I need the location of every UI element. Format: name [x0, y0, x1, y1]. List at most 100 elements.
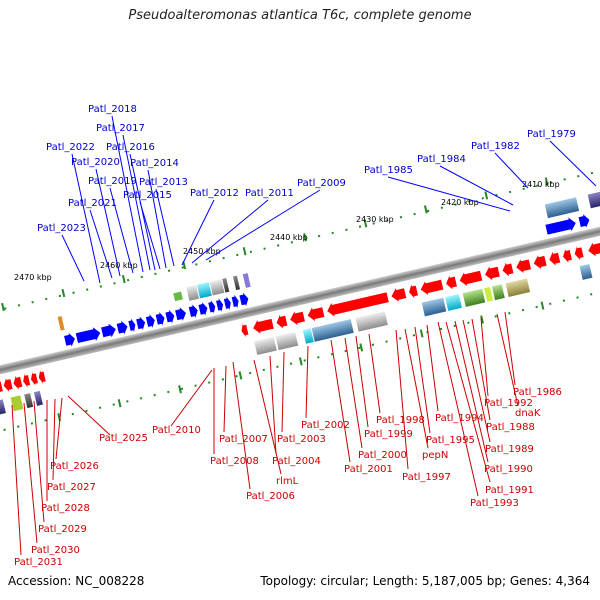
reverse-gene-arrow	[409, 284, 418, 299]
forward-gene-arrow	[175, 307, 186, 321]
reverse-callout-line	[454, 320, 489, 463]
reverse-gene-label: Patl_2028	[41, 503, 90, 514]
forward-callout-line	[549, 140, 597, 187]
reverse-gene-label: Patl_2029	[38, 524, 87, 535]
reverse-gene-label: Patl_2027	[47, 482, 96, 493]
forward-gene-label: Patl_1985	[364, 165, 413, 176]
major-tick	[61, 288, 66, 298]
reverse-callout-line	[437, 321, 479, 497]
reverse-gene-label: Patl_1989	[485, 444, 534, 455]
reverse-gene-label: Patl_2026	[50, 461, 99, 472]
reverse-gene-label: pepN	[422, 450, 448, 461]
reverse-gene-arrow	[13, 375, 23, 390]
forward-gene-label: Patl_2019	[88, 176, 137, 187]
reverse-gene-label: Patl_1998	[376, 415, 425, 426]
reverse-callout-line	[52, 398, 56, 481]
reverse-callout-line	[232, 361, 251, 490]
reverse-gene-arrow	[574, 246, 584, 260]
forward-callout-line	[89, 209, 113, 279]
cog-block	[421, 297, 447, 317]
chromosome-backbone	[0, 210, 600, 386]
major-tick	[303, 233, 307, 242]
reverse-callout-line	[55, 397, 63, 460]
forward-callout-line	[191, 199, 269, 264]
forward-gene-arrow	[165, 309, 175, 324]
forward-callout-line	[95, 168, 121, 277]
reverse-gene-label: Patl_2030	[31, 545, 80, 556]
forward-gene-arrow	[75, 327, 101, 344]
reverse-callout-line	[170, 369, 213, 427]
major-tick	[238, 371, 243, 380]
reverse-gene-arrow	[533, 255, 547, 269]
cog-block	[484, 286, 494, 302]
forward-gene-label: Patl_2013	[139, 177, 188, 188]
reverse-gene-label: Patl_2008	[210, 456, 259, 467]
forward-gene-label: Patl_2022	[46, 142, 95, 153]
reverse-gene-label: dnaK	[515, 408, 541, 419]
reverse-tick-track	[0, 272, 600, 441]
reverse-callout-line	[330, 339, 351, 463]
major-tick	[544, 177, 549, 186]
forward-gene-arrow	[155, 312, 165, 326]
cog-block	[587, 190, 600, 209]
reverse-gene-arrow	[0, 380, 3, 395]
forward-gene-arrow	[116, 320, 128, 335]
cog-block	[57, 316, 65, 331]
reverse-callout-line	[426, 324, 439, 412]
major-tick	[117, 399, 122, 408]
reverse-gene-arrow	[3, 378, 13, 392]
reverse-gene-arrow	[502, 262, 514, 277]
forward-gene-arrow	[188, 304, 198, 318]
reverse-gene-label: Patl_2004	[272, 456, 321, 467]
forward-callout-line	[494, 152, 529, 189]
cog-block	[186, 285, 200, 301]
major-tick	[419, 329, 424, 338]
forward-gene-label: Patl_2020	[71, 157, 120, 168]
forward-gene-arrow	[216, 298, 224, 312]
cog-block	[462, 288, 486, 307]
reverse-gene-label: Patl_2002	[301, 420, 350, 431]
forward-callout-line	[111, 115, 144, 273]
topology-label: Topology: circular; Length: 5,187,005 bp…	[260, 574, 590, 588]
reverse-callout-line	[471, 318, 491, 421]
forward-callout-line	[439, 165, 514, 206]
major-tick	[359, 343, 364, 352]
cog-block	[579, 263, 593, 280]
scale-label: 2460 kbp	[100, 261, 138, 270]
cog-block	[222, 278, 230, 293]
reverse-gene-label: Patl_2031	[14, 557, 63, 568]
reverse-gene-label: Patl_2007	[219, 434, 268, 445]
forward-gene-arrow	[223, 296, 231, 311]
reverse-callout-line	[404, 328, 429, 449]
forward-gene-arrow	[136, 316, 146, 331]
forward-gene-label: Patl_2017	[96, 123, 145, 134]
reverse-gene-arrow	[253, 318, 274, 334]
forward-gene-arrow	[128, 318, 136, 333]
forward-gene-label: Patl_2009	[297, 178, 346, 189]
reverse-callout-line	[355, 335, 369, 428]
map-title: Pseudoalteromonas atlantica T6c, complet…	[128, 8, 472, 23]
major-tick	[298, 357, 303, 366]
reverse-gene-label: Patl_2025	[99, 433, 148, 444]
cog-block	[505, 278, 531, 297]
reverse-gene-arrow	[31, 372, 38, 386]
reverse-gene-arrow	[38, 370, 46, 384]
reverse-gene-label: Patl_2003	[277, 434, 326, 445]
scale-label: 2420 kbp	[441, 198, 479, 207]
forward-gene-arrow	[231, 294, 239, 309]
accession-label: Accession: NC_008228	[8, 574, 145, 588]
forward-callout-line	[71, 153, 101, 284]
cog-block	[311, 319, 354, 342]
forward-gene-arrow	[64, 332, 75, 347]
cog-block	[33, 390, 43, 406]
reverse-callout-line	[223, 365, 227, 433]
forward-gene-label: Patl_2012	[190, 188, 239, 199]
reverse-gene-arrow	[307, 307, 325, 322]
reverse-gene-label: Patl_1990	[484, 464, 533, 475]
scale-labels: 2470 kbp 2460 kbp 2450 kbp 2440 kbp 2430 kbp…	[14, 180, 560, 282]
forward-callout-line	[61, 234, 85, 282]
reverse-gene-label: Patl_1995	[426, 435, 475, 446]
forward-gene-label: Patl_1979	[527, 129, 576, 140]
reverse-callout-line	[33, 400, 45, 523]
reverse-callout-line	[253, 359, 282, 475]
